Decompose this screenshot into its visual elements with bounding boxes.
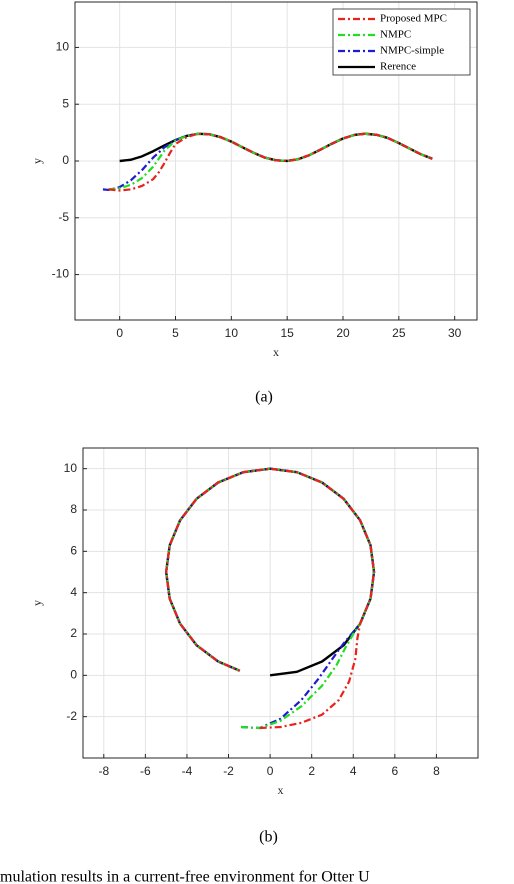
y-axis-label: y — [30, 600, 44, 606]
legend-label: NMPC-simple — [380, 45, 444, 57]
axes-box — [74, 1, 478, 321]
axes-box — [82, 447, 479, 759]
y-tick-label: 10 — [64, 461, 78, 475]
x-tick-label: 6 — [391, 764, 398, 778]
x-tick-label: 15 — [280, 326, 294, 340]
y-tick-label: 5 — [62, 96, 69, 110]
y-tick-label: 0 — [70, 668, 77, 682]
y-tick-label: 10 — [56, 40, 70, 54]
y-tick-label: 8 — [70, 502, 77, 516]
series-line — [108, 132, 433, 192]
y-tick-label: 4 — [70, 585, 77, 599]
y-axis-label: y — [30, 158, 44, 164]
x-tick-label: 8 — [433, 764, 440, 778]
x-axis-label: x — [273, 345, 279, 359]
legend-label: Proposed MPC — [380, 13, 447, 25]
x-tick-label: 0 — [116, 326, 123, 340]
x-tick-label: -4 — [182, 764, 193, 778]
x-tick-label: 0 — [267, 764, 274, 778]
y-tick-label: 0 — [62, 153, 69, 167]
x-axis-label: x — [278, 783, 284, 797]
x-tick-label: -8 — [98, 764, 109, 778]
x-tick-label: 2 — [308, 764, 315, 778]
x-tick-label: 20 — [336, 326, 350, 340]
y-tick-label: 2 — [70, 626, 77, 640]
x-tick-label: 4 — [350, 764, 357, 778]
y-tick-label: -2 — [66, 709, 77, 723]
x-tick-label: 25 — [392, 326, 406, 340]
subfigure-label: (a) — [255, 389, 273, 406]
plot-area — [83, 448, 478, 758]
x-tick-label: 10 — [225, 326, 239, 340]
y-tick-label: -10 — [52, 267, 70, 281]
figure-caption: mulation results in a current-free envir… — [0, 869, 370, 884]
x-tick-label: 5 — [172, 326, 179, 340]
y-tick-label: 6 — [70, 544, 77, 558]
y-tick-label: -5 — [58, 210, 69, 224]
subfigure-label: (b) — [259, 829, 278, 846]
series-line — [165, 467, 376, 730]
legend-label: NMPC — [380, 29, 411, 41]
x-tick-label: -6 — [140, 764, 151, 778]
x-tick-label: 30 — [448, 326, 462, 340]
x-tick-label: -2 — [223, 764, 234, 778]
legend-label: Rerence — [380, 61, 416, 73]
